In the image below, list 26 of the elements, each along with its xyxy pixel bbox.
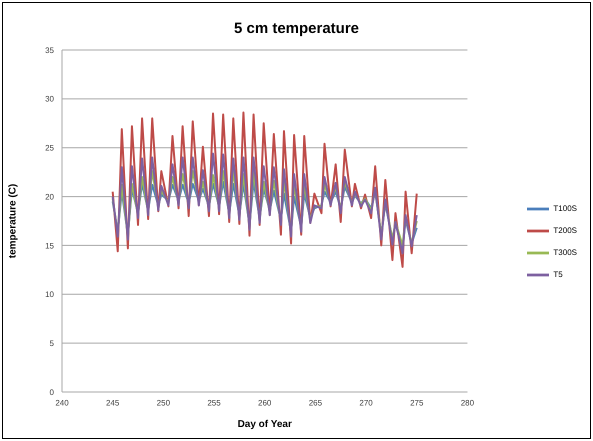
x-tick-label: 245 xyxy=(106,398,120,408)
y-tick-label: 30 xyxy=(45,94,55,104)
legend-label: T200S xyxy=(553,226,577,235)
x-tick-label: 265 xyxy=(308,398,323,408)
legend-label: T5 xyxy=(553,270,563,279)
y-tick-label: 15 xyxy=(45,241,55,250)
y-tick-label: 5 xyxy=(50,338,55,348)
legend-label: T100S xyxy=(553,204,577,213)
x-tick-label: 260 xyxy=(258,398,272,408)
x-tick-label: 255 xyxy=(207,398,222,408)
x-tick-label: 275 xyxy=(410,398,424,408)
legend-label: T300S xyxy=(553,248,577,257)
x-tick-label: 250 xyxy=(156,398,171,408)
line-series xyxy=(112,152,418,254)
y-tick-label: 10 xyxy=(45,290,55,300)
line-series xyxy=(112,112,418,268)
y-tick-label: 20 xyxy=(45,192,55,202)
y-tick-label: 35 xyxy=(45,46,55,55)
x-tick-label: 280 xyxy=(460,398,475,408)
x-axis-title: Day of Year xyxy=(238,419,292,430)
y-tick-label: 0 xyxy=(50,388,55,397)
y-axis-title: temperature (C) xyxy=(8,184,19,258)
x-tick-label: 240 xyxy=(55,398,70,408)
y-tick-label: 25 xyxy=(45,144,55,153)
chart-title: 5 cm temperature xyxy=(232,20,360,37)
x-tick-label: 270 xyxy=(359,398,374,408)
